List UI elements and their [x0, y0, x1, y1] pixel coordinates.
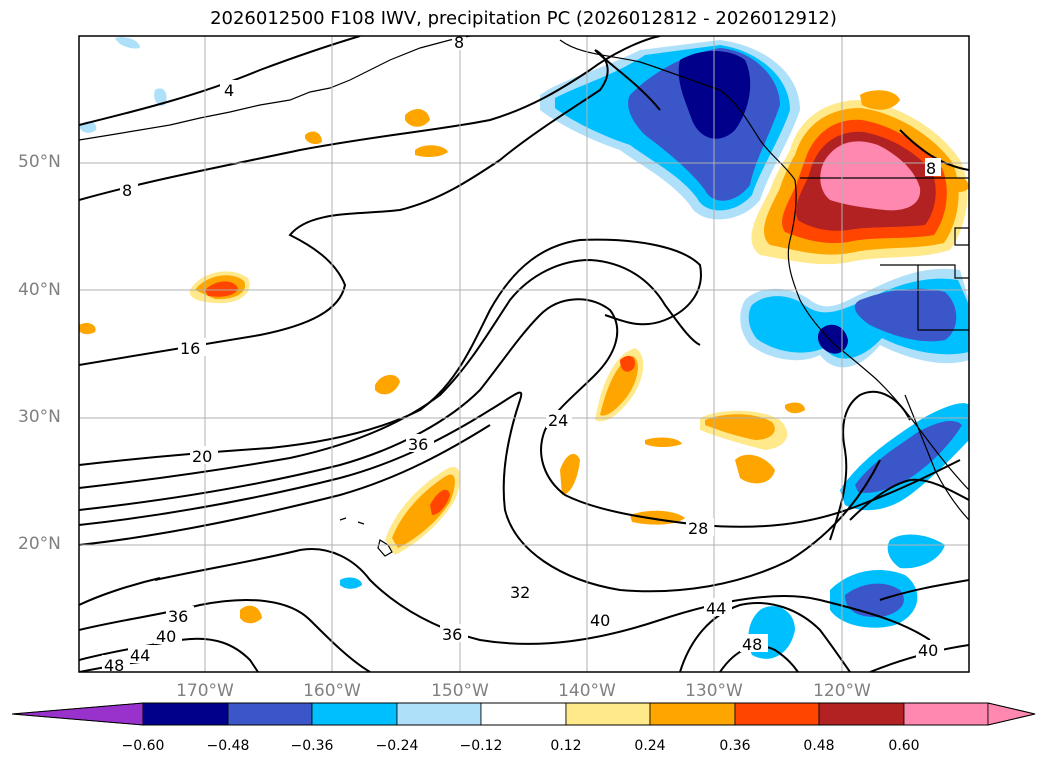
- map-frame: [78, 35, 970, 673]
- colorbar: [11, 702, 1036, 726]
- colorbar-tick: −0.60: [121, 738, 165, 754]
- colorbar-tick: −0.12: [459, 738, 503, 754]
- contour-36-upper: [79, 424, 491, 546]
- contour-label: 4: [224, 81, 234, 100]
- lat-label-30n: 30°N: [18, 407, 61, 427]
- contour-28: [79, 298, 961, 528]
- contour-16: [79, 49, 661, 366]
- lat-label-20n: 20°N: [18, 534, 61, 554]
- contour-label: 8: [454, 33, 464, 52]
- contour-label: 40: [590, 611, 610, 630]
- hawaii-island: [377, 539, 393, 557]
- contour-label: 32: [510, 583, 530, 602]
- contour-label: 24: [548, 411, 568, 430]
- colorbar-tick: −0.24: [375, 738, 419, 754]
- lon-label-170w: 170°W: [176, 681, 234, 701]
- contour-label: 44: [130, 646, 150, 665]
- west-coast: [787, 179, 969, 491]
- contour-label: 44: [706, 599, 726, 618]
- gridlines: [79, 36, 969, 672]
- contour-20: [79, 238, 702, 466]
- iwv-contours: [79, 36, 969, 672]
- contour-24: [79, 258, 701, 489]
- colorbar-tick: −0.48: [206, 738, 250, 754]
- contour-8-north: [79, 36, 661, 201]
- colorbar-tick: 0.12: [550, 738, 582, 754]
- lon-label-150w: 150°W: [431, 681, 489, 701]
- lon-label-140w: 140°W: [558, 681, 616, 701]
- lat-label-40n: 40°N: [18, 280, 61, 300]
- contour-label: 36: [168, 607, 188, 626]
- colorbar-extend-max: [987, 702, 1036, 726]
- aleutian-coast: [79, 36, 471, 141]
- contour-32: [79, 391, 881, 593]
- coastlines: [79, 36, 969, 557]
- colorbar-tick: 0.48: [803, 738, 835, 754]
- lat-label-50n: 50°N: [18, 152, 61, 172]
- colorbar-tick: 0.24: [634, 738, 666, 754]
- colorbar-tick: 0.60: [888, 738, 920, 754]
- contour-label: 8: [122, 181, 132, 200]
- colorbar-tick: −0.36: [290, 738, 334, 754]
- contour-8-east: [899, 129, 969, 171]
- contour-40: [79, 599, 371, 672]
- contour-label: 28: [688, 519, 708, 538]
- contour-label: 36: [442, 625, 462, 644]
- colorbar-tick: 0.36: [719, 738, 751, 754]
- contour-label: 40: [918, 641, 938, 660]
- contour-label: 48: [742, 635, 762, 654]
- contour-label: 48: [104, 656, 124, 675]
- contour-4: [79, 36, 361, 126]
- precip-shading: [79, 37, 969, 659]
- map-title: 2026012500 F108 IWV, precipitation PC (2…: [210, 8, 837, 29]
- contour-label: 40: [156, 627, 176, 646]
- lon-label-130w: 130°W: [685, 681, 743, 701]
- lon-label-160w: 160°W: [303, 681, 361, 701]
- lon-label-120w: 120°W: [813, 681, 871, 701]
- contour-48-east: [719, 645, 799, 672]
- contour-label: 8: [926, 159, 936, 178]
- contour-labels: 4 8 8 8 16 20 24 28 32 36 36 36 40 40 40…: [102, 33, 944, 675]
- contour-44-east: [679, 601, 851, 672]
- contour-36-lower: [154, 548, 931, 645]
- contour-label: 20: [192, 447, 212, 466]
- colorbar-extend-min: [11, 702, 144, 726]
- contour-label: 16: [180, 339, 200, 358]
- contour-label: 36: [408, 435, 428, 454]
